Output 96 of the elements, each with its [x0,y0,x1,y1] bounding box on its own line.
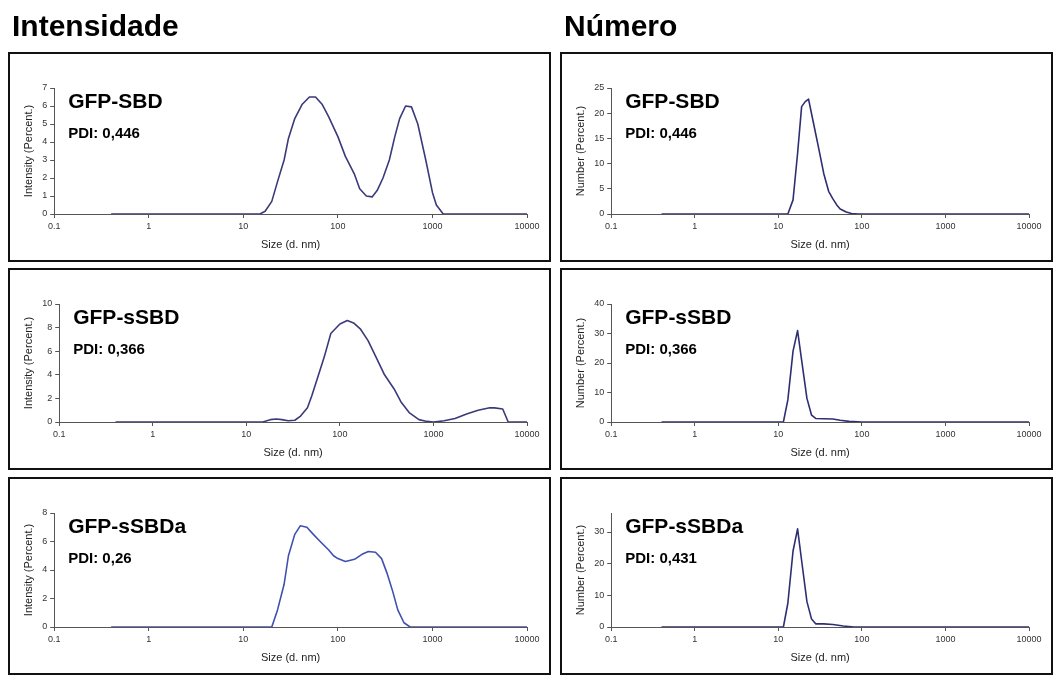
x-tick-label: 1000 [423,428,444,439]
x-tick-label: 1 [692,428,698,439]
annotation: GFP-sSBD [73,305,180,329]
x-tick-label: 10000 [514,633,540,644]
x-tick-label: 100 [854,220,870,231]
x-tick-label: 1000 [422,220,443,231]
x-axis-title: Size (d. nm) [790,238,850,251]
y-tick-label: 4 [47,369,53,380]
y-tick-label: 25 [594,82,605,93]
y-axis-title: Intensity (Percent.) [21,316,34,410]
y-tick-label: 6 [42,100,48,111]
y-axis-title: Number (Percent.) [573,524,586,616]
y-tick-label: 0 [599,416,605,427]
y-tick-label: 10 [594,386,605,397]
x-tick-label: 0.1 [47,633,61,644]
x-axis-title: Size (d. nm) [790,651,850,664]
y-tick-label: 0 [42,208,48,219]
x-tick-label: 10000 [1016,220,1042,231]
annotation: PDI: 0,366 [73,339,145,357]
y-tick-label: 5 [42,118,48,129]
y-tick-label: 40 [594,298,605,309]
y-tick-label: 15 [594,132,605,143]
annotation: GFP-sSBD [625,305,732,329]
x-tick-label: 10 [238,220,249,231]
y-tick-label: 20 [594,107,605,118]
y-tick-label: 10 [42,298,53,309]
y-tick-label: 4 [42,564,48,575]
y-tick-label: 7 [42,82,48,93]
annotation: PDI: 0,366 [625,339,697,357]
x-tick-label: 1 [150,428,156,439]
annotation: PDI: 0,446 [625,123,697,141]
x-tick-label: 10 [773,428,784,439]
x-tick-label: 10000 [1016,633,1042,644]
y-tick-label: 5 [599,183,605,194]
y-tick-label: 20 [594,357,605,368]
x-tick-label: 100 [854,428,870,439]
x-tick-label: 1000 [935,428,956,439]
y-tick-label: 10 [594,589,605,600]
x-tick-label: 100 [330,220,346,231]
x-tick-label: 10000 [514,428,540,439]
x-tick-label: 1 [692,220,698,231]
y-axis-title: Intensity (Percent.) [21,104,34,198]
x-tick-label: 10000 [514,220,540,231]
y-tick-label: 4 [42,136,48,147]
x-tick-label: 0.1 [604,428,618,439]
x-axis-title: Size (d. nm) [263,446,323,459]
annotation: GFP-SBD [68,89,163,113]
y-tick-label: 6 [42,535,48,546]
y-tick-label: 0 [599,621,605,632]
y-tick-label: 2 [42,172,48,183]
y-axis-title: Number (Percent.) [573,317,586,409]
y-tick-label: 6 [47,345,53,356]
y-tick-label: 2 [42,592,48,603]
chart-title: Número [563,8,679,44]
x-tick-label: 1000 [935,633,956,644]
x-tick-label: 100 [332,428,348,439]
x-tick-label: 100 [330,633,346,644]
y-tick-label: 8 [42,507,48,518]
y-tick-label: 0 [42,621,48,632]
y-tick-label: 30 [594,327,605,338]
x-tick-label: 0.1 [47,220,61,231]
annotation: GFP-SBD [625,89,720,113]
y-tick-label: 1 [42,190,48,201]
annotation: GFP-sSBDa [68,514,187,538]
y-tick-label: 30 [594,526,605,537]
y-tick-label: 0 [599,208,605,219]
x-tick-label: 1 [146,633,152,644]
x-tick-label: 0.1 [604,220,618,231]
y-tick-label: 2 [47,392,53,403]
x-tick-label: 1000 [422,633,443,644]
x-tick-label: 10 [773,633,784,644]
x-axis-title: Size (d. nm) [790,446,850,459]
y-axis-title: Intensity (Percent.) [21,523,34,617]
x-tick-label: 0.1 [52,428,66,439]
x-tick-label: 0.1 [604,633,618,644]
y-tick-label: 0 [47,416,53,427]
x-axis-title: Size (d. nm) [260,651,321,664]
x-tick-label: 100 [854,633,870,644]
x-tick-label: 10 [238,633,249,644]
y-axis-title: Number (Percent.) [573,105,586,197]
annotation: PDI: 0,431 [625,548,697,566]
annotation: PDI: 0,446 [68,123,140,141]
y-tick-label: 8 [47,322,53,333]
y-tick-label: 3 [42,154,48,165]
x-tick-label: 10 [773,220,784,231]
x-tick-label: 1 [146,220,152,231]
annotation: GFP-sSBDa [625,514,744,538]
y-tick-label: 20 [594,558,605,569]
y-tick-label: 10 [594,158,605,169]
x-tick-label: 1 [692,633,698,644]
chart-title: Intensidade [11,8,180,44]
x-tick-label: 10 [241,428,252,439]
x-axis-title: Size (d. nm) [260,238,321,251]
x-tick-label: 10000 [1016,428,1042,439]
annotation: PDI: 0,26 [68,548,132,566]
x-tick-label: 1000 [935,220,956,231]
